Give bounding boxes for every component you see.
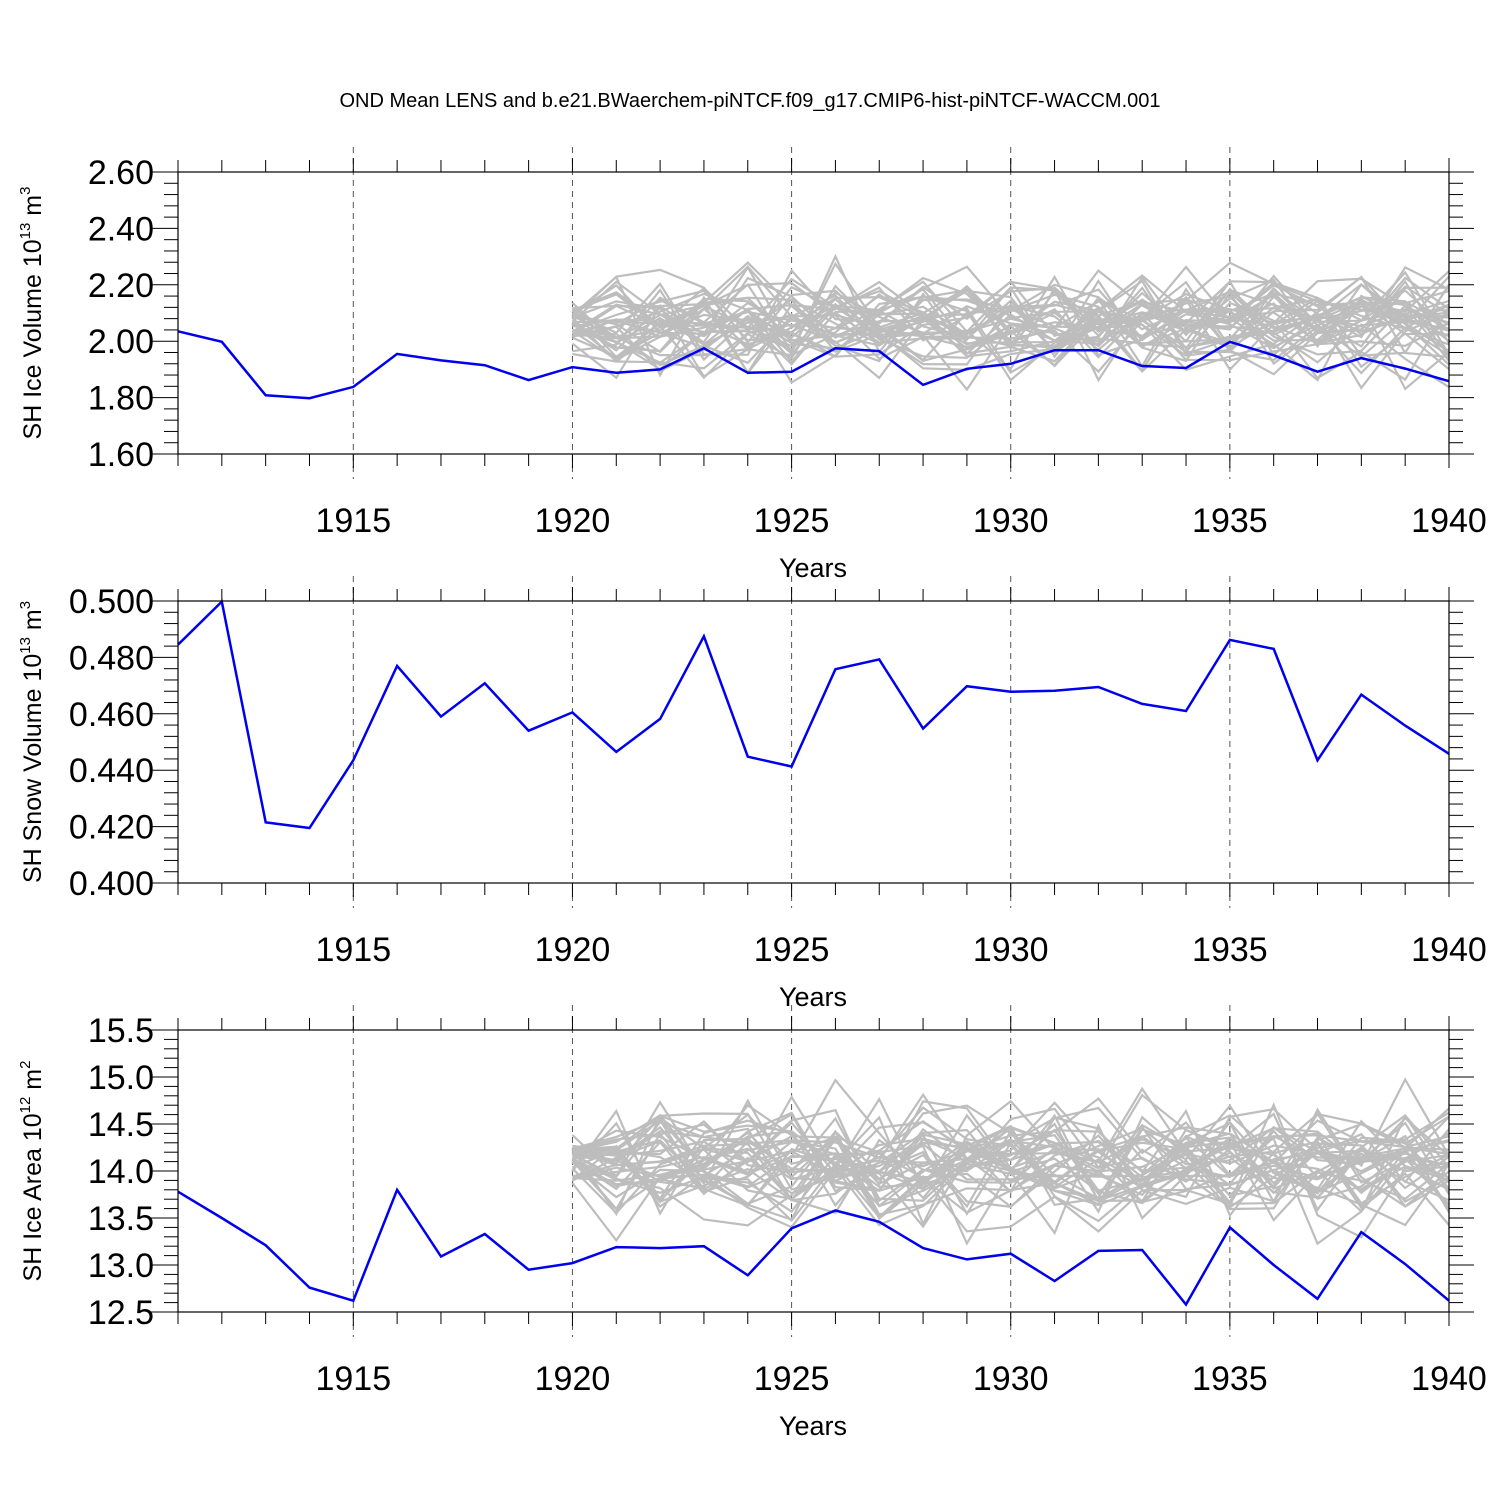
ensemble-member-line <box>571 1120 1450 1214</box>
figure-title: OND Mean LENS and b.e21.BWaerchem-piNTCF… <box>339 90 1160 112</box>
y-tick-label: 0.460 <box>69 696 154 734</box>
x-tick-label: 1915 <box>315 931 391 969</box>
x-tick-label: 1935 <box>1192 931 1268 969</box>
y-tick-label: 14.0 <box>88 1153 154 1191</box>
ensemble-member-line <box>571 265 1450 345</box>
x-tick-label: 1930 <box>973 502 1049 540</box>
ensemble-member-line <box>572 281 1450 358</box>
x-tick-label: 1920 <box>535 1360 611 1398</box>
x-tick-label: 1935 <box>1192 502 1268 540</box>
x-tick-label: 1915 <box>315 1360 391 1398</box>
x-tick-label: 1925 <box>754 1360 830 1398</box>
y-tick-label: 13.5 <box>88 1200 154 1238</box>
x-tick-label: 1940 <box>1411 502 1487 540</box>
y-tick-label: 0.440 <box>69 752 154 790</box>
x-tick-label: 1925 <box>754 502 830 540</box>
y-axis-title: SH Ice Area 1012 m2 <box>17 1061 47 1282</box>
x-tick-label: 1940 <box>1411 931 1487 969</box>
x-tick-label: 1920 <box>535 931 611 969</box>
x-tick-label: 1925 <box>754 931 830 969</box>
ensemble-member-line <box>572 1113 1450 1236</box>
y-axis-title: SH Snow Volume 1013 m3 <box>17 601 47 883</box>
main-series-line <box>177 330 1450 400</box>
ensemble-member-line <box>571 289 1450 375</box>
x-axis-title: Years <box>779 1411 847 1441</box>
y-tick-label: 12.5 <box>88 1294 154 1332</box>
y-tick-label: 13.0 <box>88 1247 154 1285</box>
x-tick-label: 1940 <box>1411 1360 1487 1398</box>
ensemble-member-line <box>572 1097 1450 1177</box>
y-tick-label: 15.0 <box>88 1059 154 1097</box>
y-axis-title: SH Ice Volume 1013 m3 <box>17 187 47 440</box>
y-tick-label: 0.500 <box>69 583 154 621</box>
ensemble-member-line <box>571 1103 1450 1213</box>
main-series-line <box>177 599 1450 830</box>
ensemble-member-line <box>571 295 1450 359</box>
y-tick-label: 0.480 <box>69 639 154 677</box>
ensemble-member-line <box>572 274 1450 376</box>
y-tick-label: 2.60 <box>88 154 154 192</box>
y-tick-label: 1.80 <box>88 380 154 418</box>
y-tick-label: 2.20 <box>88 267 154 305</box>
x-tick-label: 1915 <box>315 502 391 540</box>
ensemble-lines <box>571 1077 1450 1246</box>
ensemble-member-line <box>571 286 1450 391</box>
y-tick-label: 14.5 <box>88 1106 154 1144</box>
y-tick-label: 2.40 <box>88 210 154 248</box>
x-tick-label: 1935 <box>1192 1360 1268 1398</box>
y-tick-label: 15.5 <box>88 1012 154 1050</box>
plot-frame <box>177 600 1450 884</box>
ensemble-lines <box>571 253 1450 392</box>
x-axis-title: Years <box>779 553 847 583</box>
y-tick-label: 0.400 <box>69 865 154 903</box>
ensemble-member-line <box>572 290 1450 367</box>
x-axis-title: Years <box>779 982 847 1012</box>
x-tick-label: 1930 <box>973 931 1049 969</box>
y-tick-label: 2.00 <box>88 323 154 361</box>
panel-snow-volume: 1915 1920 1925 1930 1935 1940 0.500 0.480 0.460 0… <box>17 576 1487 1012</box>
ensemble-member-line <box>571 1092 1450 1215</box>
ensemble-member-line <box>572 1119 1450 1208</box>
ensemble-member-line <box>572 288 1450 375</box>
y-tick-label: 0.420 <box>69 809 154 847</box>
panel-ice-volume: 1915 1920 1925 1930 1935 1940 2.60 2.40 2.20 2.00… <box>17 147 1487 583</box>
x-tick-label: 1920 <box>535 502 611 540</box>
ensemble-member-line <box>571 1114 1450 1227</box>
ensemble-member-line <box>571 1127 1450 1216</box>
x-tick-label: 1930 <box>973 1360 1049 1398</box>
main-series-line <box>177 1187 1450 1307</box>
ensemble-member-line <box>571 1115 1450 1227</box>
panels: 1915 1920 1925 1930 1935 1940 2.60 2.40 2.20 2.00… <box>17 147 1487 1441</box>
ensemble-member-line <box>571 276 1450 351</box>
y-tick-label: 1.60 <box>88 436 154 474</box>
panel-ice-area: 1915 1920 1925 1930 1935 1940 15.5 15.0 14.5 14.0… <box>17 1005 1487 1441</box>
